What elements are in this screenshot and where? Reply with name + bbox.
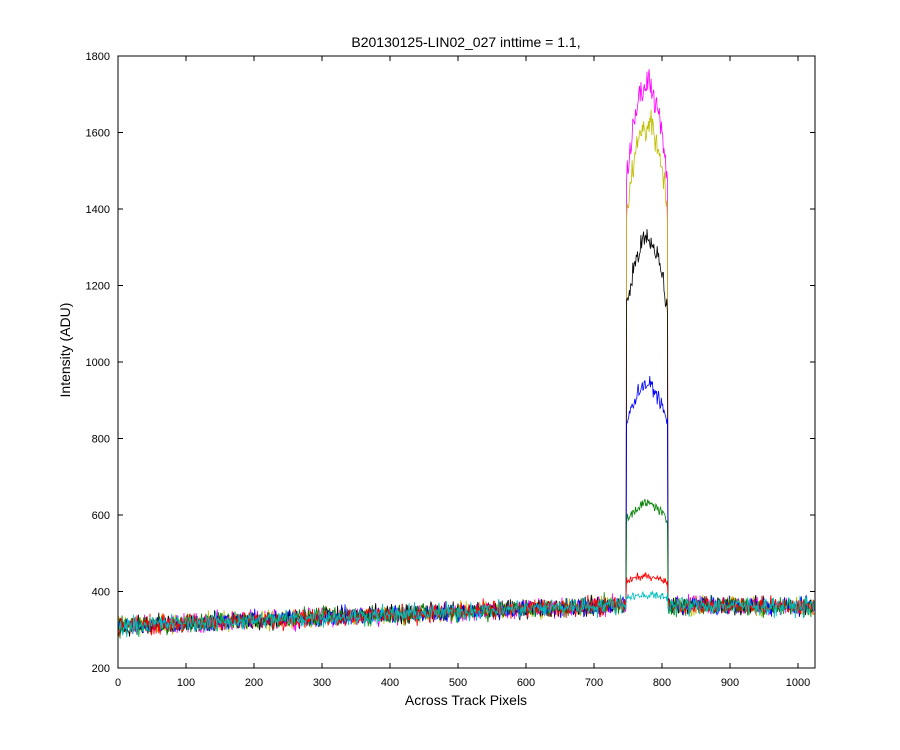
y-tick-label: 1200: [86, 281, 110, 293]
y-axis-title: Intensity (ADU): [57, 303, 73, 398]
y-tick-label: 1600: [86, 128, 110, 140]
x-tick-label: 700: [585, 677, 603, 689]
x-tick-label: 1000: [786, 677, 810, 689]
y-tick-label: 1800: [86, 51, 110, 63]
x-tick-label: 200: [245, 677, 263, 689]
series-layer: [117, 69, 815, 639]
x-tick-label: 300: [313, 677, 331, 689]
x-tick-label: 900: [721, 677, 739, 689]
series-line: [117, 590, 815, 638]
x-tick-label: 800: [653, 677, 671, 689]
chart-title: B20130125-LIN02_027 inttime = 1.1,: [351, 34, 580, 50]
y-tick-label: 400: [92, 587, 110, 599]
x-tick-label: 100: [177, 677, 195, 689]
x-tick-label: 600: [517, 677, 535, 689]
y-tick-label: 1400: [86, 204, 110, 216]
y-tick-label: 800: [92, 434, 110, 446]
y-tick-label: 1000: [86, 357, 110, 369]
x-axis-title: Across Track Pixels: [405, 692, 527, 708]
y-tick-label: 200: [92, 663, 110, 675]
x-tick-label: 0: [115, 677, 121, 689]
x-tick-label: 500: [449, 677, 467, 689]
plot-area: [118, 56, 815, 668]
x-tick-label: 400: [381, 677, 399, 689]
ticks-layer: 0 100 200 300 400 500 600 700 800 900 1000 200 400 60…: [86, 51, 815, 689]
y-tick-label: 600: [92, 510, 110, 522]
